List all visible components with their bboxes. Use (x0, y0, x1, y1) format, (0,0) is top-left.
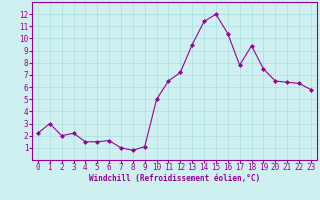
X-axis label: Windchill (Refroidissement éolien,°C): Windchill (Refroidissement éolien,°C) (89, 174, 260, 183)
